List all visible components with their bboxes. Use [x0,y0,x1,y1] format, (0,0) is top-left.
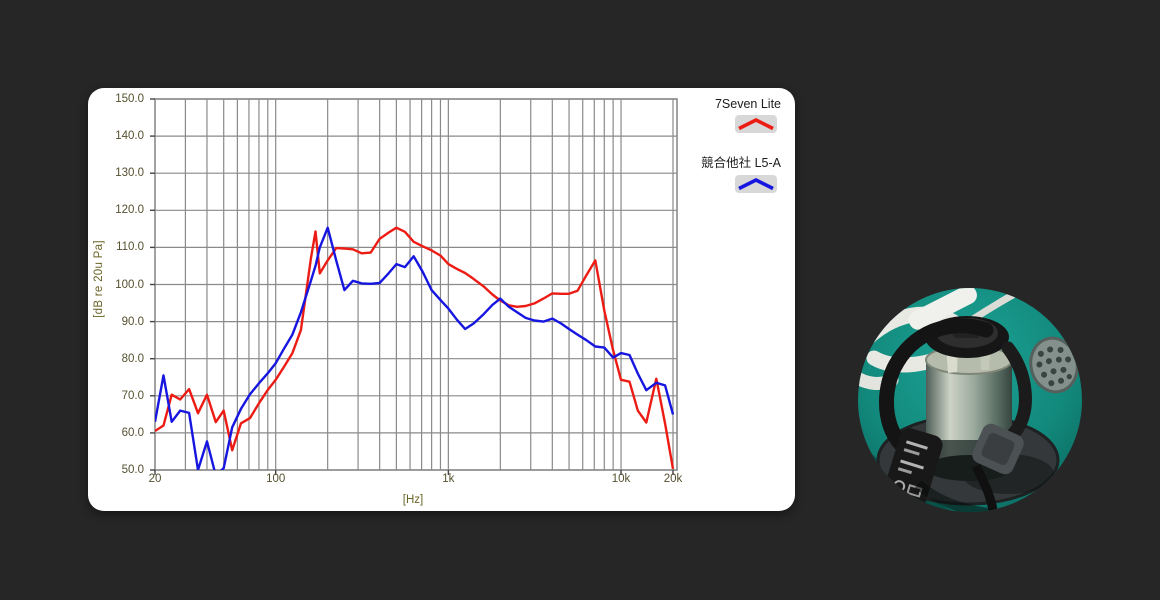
product-photo [858,288,1082,512]
speaker-grille [1029,336,1079,394]
y-tick-label: 70.0 [121,389,144,402]
x-tick-label: 10k [611,473,631,485]
y-tick-label: 130.0 [115,167,144,180]
chart-legend: 7Seven Lite 競合他社 L5-A [701,97,781,193]
frequency-response-chart [150,98,678,475]
x-tick-label: 1k [442,473,455,485]
product-photo-art [858,288,1082,512]
x-tick-label: 100 [266,473,286,485]
chart-panel: [dB re 20u Pa] 150.0 140.0 130.0 120.0 110.0… [88,88,795,511]
y-tick-label: 90.0 [121,315,144,328]
ear-hook [879,318,1032,475]
y-tick-label: 60.0 [121,426,144,439]
series-line-1 [155,226,675,470]
y-tick-label: 80.0 [121,352,144,365]
y-tick-label: 100.0 [115,278,144,291]
series-line-0 [155,226,675,470]
legend-label: 7Seven Lite [714,97,781,111]
x-tick-label: 20k [663,473,683,485]
legend-item-l5a: 競合他社 L5-A [701,152,781,193]
legend-label: 競合他社 L5-A [701,156,781,170]
y-tick-label: 140.0 [115,130,144,143]
legend-item-7seven-lite: 7Seven Lite [715,97,781,133]
x-axis-title: [Hz] [402,494,424,506]
blue-line-legend-icon [735,175,777,193]
device-cable [971,463,999,512]
headset-module [908,288,977,330]
y-tick-label: 110.0 [116,241,144,254]
device-cable-shadow [914,480,999,512]
red-line-legend-icon [735,115,777,133]
x-tick-label: 20 [148,473,162,485]
y-tick-label: 120.0 [115,204,144,217]
y-tick-label: 150.0 [115,93,144,105]
y-tick-label: 50.0 [121,464,144,476]
y-axis-tick-labels: 150.0 140.0 130.0 120.0 110.0 100.0 90.0 80.0 70… [88,88,150,488]
